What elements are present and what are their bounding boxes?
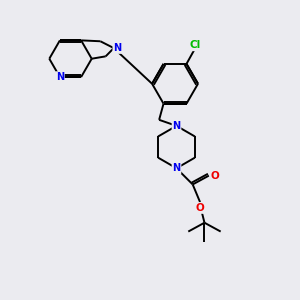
Text: N: N (172, 163, 181, 173)
Text: O: O (210, 171, 219, 181)
Text: N: N (172, 121, 181, 131)
Text: Cl: Cl (190, 40, 201, 50)
Text: N: N (56, 72, 64, 82)
Text: O: O (196, 203, 204, 213)
Text: N: N (113, 43, 122, 53)
